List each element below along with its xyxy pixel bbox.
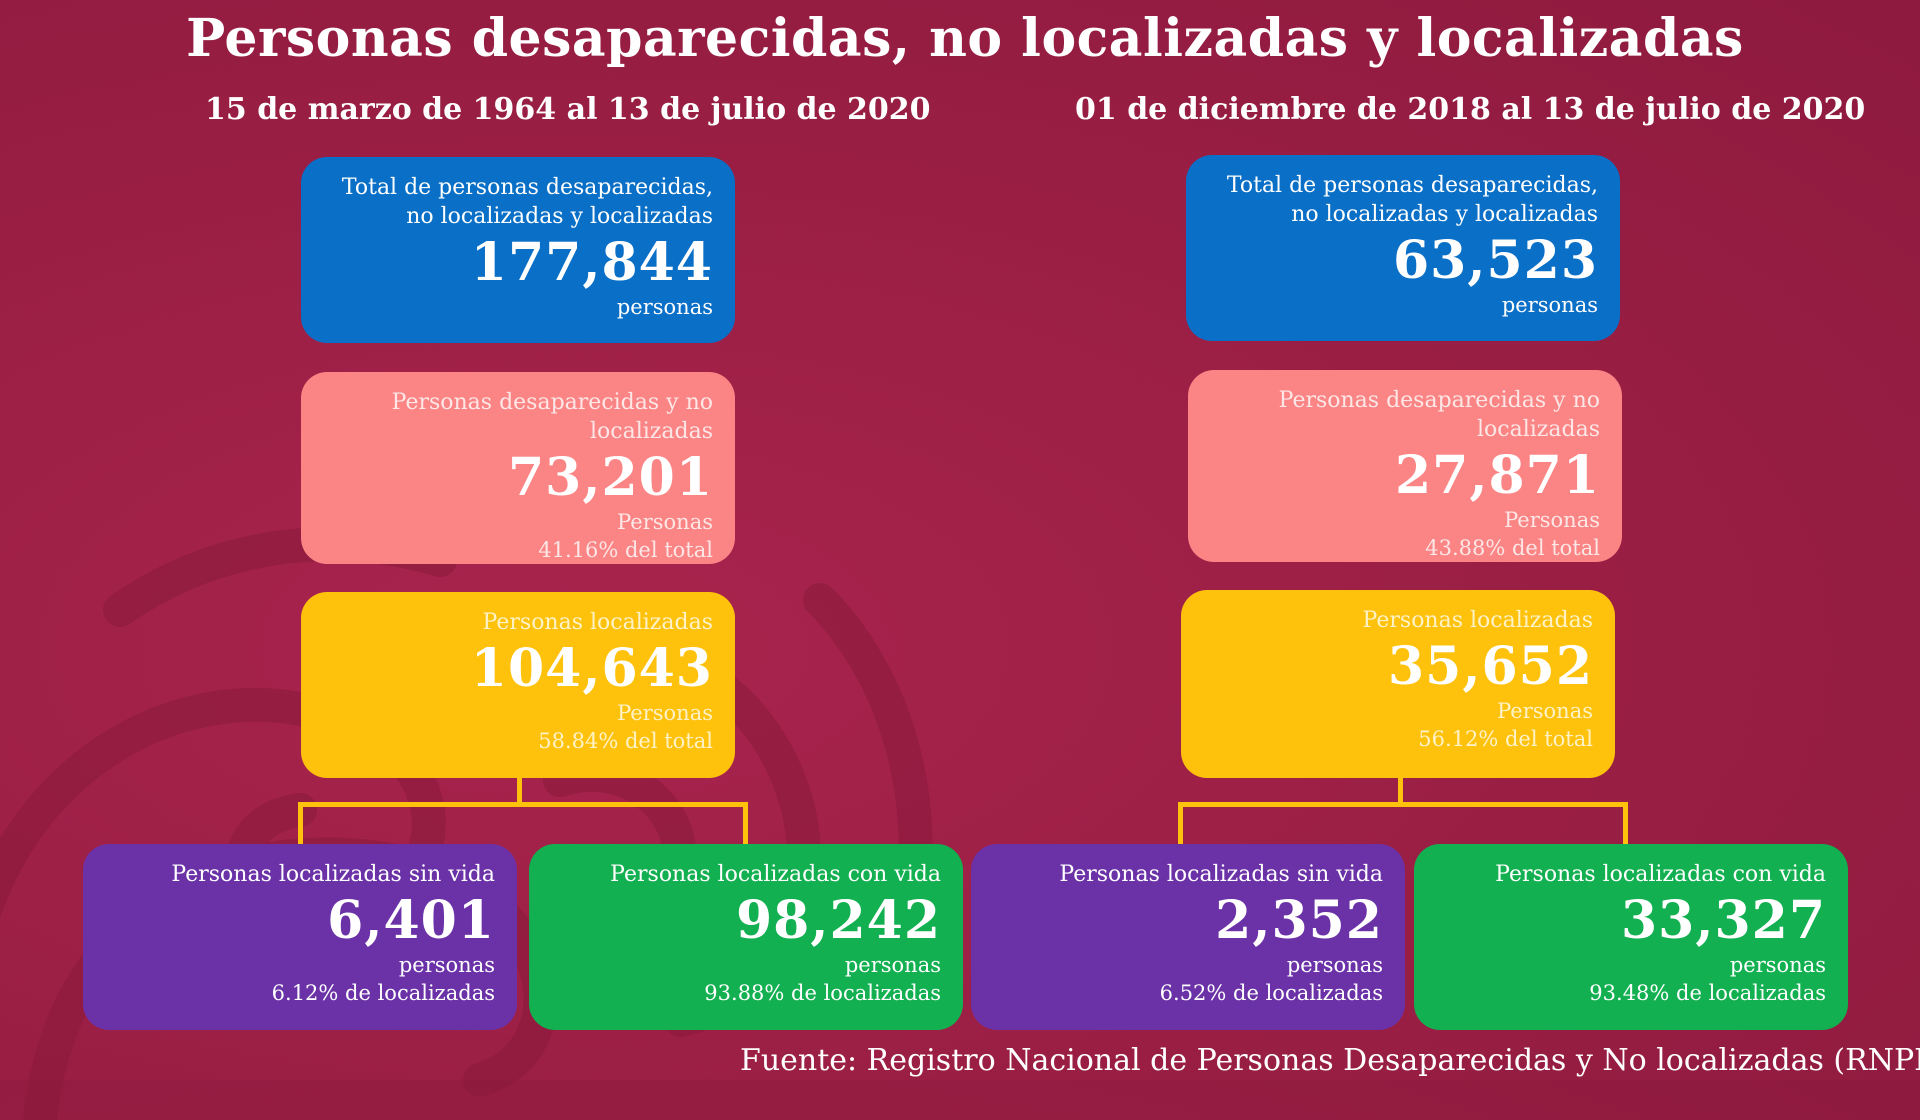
left-connector-stem bbox=[517, 778, 522, 804]
period-right-heading: 01 de diciembre de 2018 al 13 de julio d… bbox=[1075, 92, 1866, 127]
right-missing-label: Personas desaparecidas y no localizadas bbox=[1278, 388, 1600, 442]
source-footer: Fuente: Registro Nacional de Personas De… bbox=[740, 1043, 1920, 1078]
left-located-card: Personas localizadas 104,643 Personas 58… bbox=[301, 592, 735, 778]
right-alive-label: Personas localizadas con vida bbox=[1495, 862, 1826, 887]
left-dead-pct: 6.12% de localizadas bbox=[271, 981, 495, 1005]
left-total-label: Total de personas desaparecidas, no loca… bbox=[341, 175, 713, 229]
right-dead-value: 2,352 bbox=[1215, 890, 1383, 951]
left-located-label: Personas localizadas bbox=[482, 610, 713, 635]
right-missing-pct: 43.88% del total bbox=[1425, 536, 1600, 560]
right-located-pct: 56.12% del total bbox=[1418, 727, 1593, 751]
left-missing-value: 73,201 bbox=[507, 447, 713, 508]
right-total-label: Total de personas desaparecidas, no loca… bbox=[1226, 173, 1598, 227]
left-alive-label: Personas localizadas con vida bbox=[610, 862, 941, 887]
page-title: Personas desaparecidas, no localizadas y… bbox=[186, 8, 1744, 69]
period-left-heading: 15 de marzo de 1964 al 13 de julio de 20… bbox=[205, 92, 931, 127]
left-located-pct: 58.84% del total bbox=[538, 729, 713, 753]
left-connector-bar bbox=[298, 802, 748, 807]
right-located-unit: Personas bbox=[1497, 699, 1593, 723]
left-alive-value: 98,242 bbox=[735, 890, 941, 951]
right-connector-drop-right bbox=[1623, 802, 1628, 846]
right-missing-unit: Personas bbox=[1504, 508, 1600, 532]
right-connector-drop-left bbox=[1178, 802, 1183, 846]
left-total-unit: personas bbox=[616, 295, 713, 319]
left-missing-card: Personas desaparecidas y no localizadas … bbox=[301, 372, 735, 564]
right-total-unit: personas bbox=[1501, 293, 1598, 317]
left-alive-card: Personas localizadas con vida 98,242 per… bbox=[529, 844, 963, 1030]
right-alive-pct: 93.48% de localizadas bbox=[1589, 981, 1826, 1005]
left-missing-label: Personas desaparecidas y no localizadas bbox=[391, 390, 713, 444]
left-alive-unit: personas bbox=[844, 953, 941, 977]
left-missing-unit: Personas bbox=[617, 510, 713, 534]
right-dead-label: Personas localizadas sin vida bbox=[1059, 862, 1383, 887]
right-connector-stem bbox=[1398, 778, 1403, 804]
left-alive-pct: 93.88% de localizadas bbox=[704, 981, 941, 1005]
left-located-value: 104,643 bbox=[470, 638, 713, 699]
left-connector-drop-left bbox=[298, 802, 303, 846]
right-dead-card: Personas localizadas sin vida 2,352 pers… bbox=[971, 844, 1405, 1030]
right-dead-pct: 6.52% de localizadas bbox=[1159, 981, 1383, 1005]
left-dead-unit: personas bbox=[398, 953, 495, 977]
left-total-card: Total de personas desaparecidas, no loca… bbox=[301, 157, 735, 343]
right-dead-unit: personas bbox=[1286, 953, 1383, 977]
right-alive-unit: personas bbox=[1729, 953, 1826, 977]
left-dead-card: Personas localizadas sin vida 6,401 pers… bbox=[83, 844, 517, 1030]
right-total-value: 63,523 bbox=[1392, 230, 1598, 291]
left-connector-drop-right bbox=[743, 802, 748, 846]
right-located-value: 35,652 bbox=[1387, 636, 1593, 697]
left-dead-value: 6,401 bbox=[327, 890, 495, 951]
right-alive-card: Personas localizadas con vida 33,327 per… bbox=[1414, 844, 1848, 1030]
right-missing-value: 27,871 bbox=[1394, 445, 1600, 506]
left-total-value: 177,844 bbox=[470, 232, 713, 293]
right-connector-bar bbox=[1178, 802, 1628, 807]
right-located-label: Personas localizadas bbox=[1362, 608, 1593, 633]
right-alive-value: 33,327 bbox=[1620, 890, 1826, 951]
left-missing-pct: 41.16% del total bbox=[538, 538, 713, 562]
left-dead-label: Personas localizadas sin vida bbox=[171, 862, 495, 887]
right-missing-card: Personas desaparecidas y no localizadas … bbox=[1188, 370, 1622, 562]
right-located-card: Personas localizadas 35,652 Personas 56.… bbox=[1181, 590, 1615, 778]
right-total-card: Total de personas desaparecidas, no loca… bbox=[1186, 155, 1620, 341]
left-located-unit: Personas bbox=[617, 701, 713, 725]
